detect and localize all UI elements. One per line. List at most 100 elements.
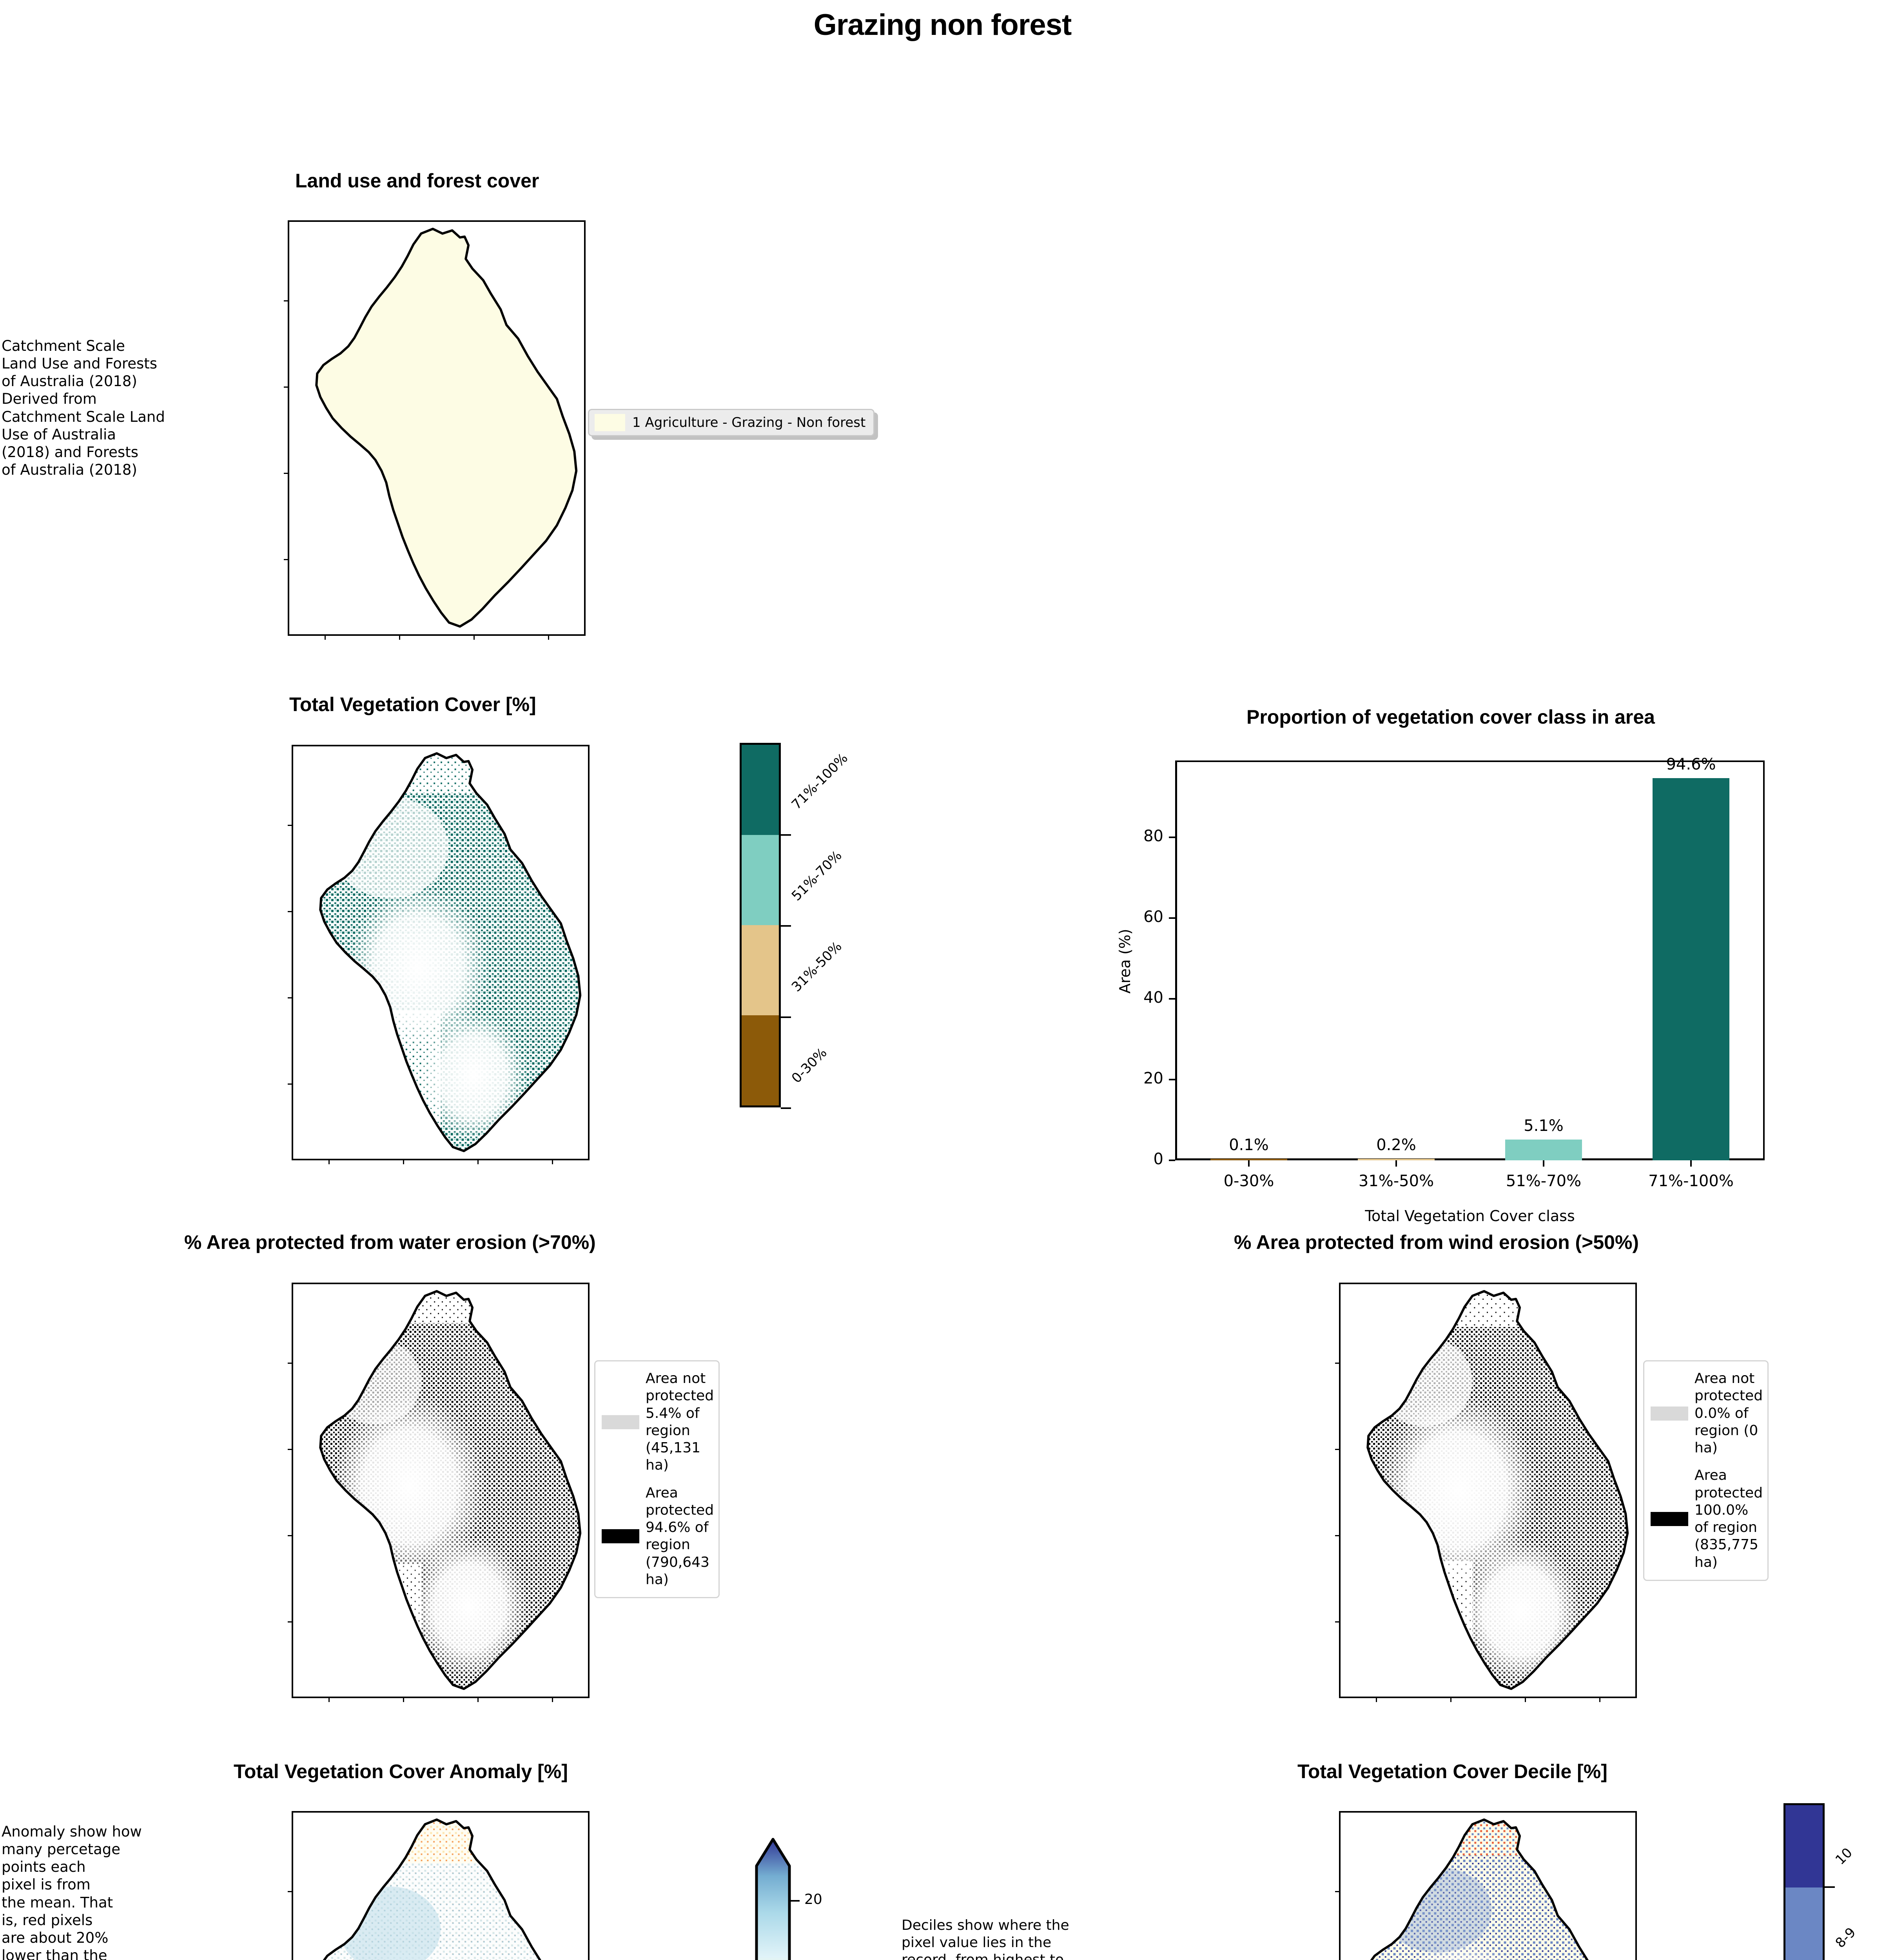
y-axis-tick-label: 60: [1143, 907, 1163, 926]
bar-31%-50%[interactable]: [1358, 1159, 1435, 1160]
page-title: Grazing non forest: [813, 8, 1072, 42]
anomaly-raster: [320, 1818, 581, 1960]
bar-71%-100%[interactable]: [1653, 778, 1729, 1160]
colorbar-tick: [1825, 1886, 1835, 1888]
legend-entry-label: Area protected 94.6% of region (790,643 …: [646, 1485, 714, 1588]
y-axis-tick-label: 40: [1143, 988, 1163, 1007]
legend-swatch: [602, 1529, 639, 1544]
wind-erosion-map[interactable]: [1335, 1283, 1637, 1702]
y-axis-tick: [1169, 1160, 1175, 1161]
colorbar-label-31%-50%: 31%-50%: [788, 938, 845, 995]
axis-tick: [284, 387, 289, 388]
axis-tick: [403, 1159, 404, 1164]
axis-tick: [1335, 1449, 1341, 1450]
y-axis-tick: [1169, 1078, 1175, 1080]
water-erosion-panel-title: % Area protected from water erosion (>70…: [184, 1231, 596, 1253]
legend-entry-label: Area not protected 0.0% of region (0 ha): [1695, 1370, 1763, 1456]
axis-tick: [288, 1083, 293, 1085]
x-axis-tick: [1395, 1160, 1397, 1167]
colorbar-segment-71%-100%: [742, 745, 779, 835]
x-axis-tick-label-71%-100%: 71%-100%: [1648, 1172, 1734, 1190]
colorbar-segment-8-9: [1785, 1887, 1823, 1960]
water-erosion-map[interactable]: [288, 1283, 590, 1702]
axis-tick: [328, 1159, 330, 1164]
legend-entry: Area protected 100.0% of region (835,775…: [1651, 1467, 1763, 1571]
y-axis-tick: [1169, 836, 1175, 838]
axis-tick: [1335, 1621, 1341, 1622]
axis-tick: [288, 1363, 293, 1364]
axis-tick: [284, 559, 289, 560]
wind-erosion-panel-title: % Area protected from wind erosion (>50%…: [1234, 1231, 1639, 1253]
y-axis-tick-label: 80: [1143, 827, 1163, 845]
y-axis-tick-label: 0: [1153, 1150, 1163, 1168]
colorbar-segment-10: [1785, 1805, 1823, 1887]
bar-value-label-31%-50%: 0.2%: [1376, 1136, 1416, 1154]
veg-cover-colorbar[interactable]: [740, 743, 781, 1107]
axis-tick: [284, 300, 289, 301]
axis-tick: [477, 1697, 479, 1702]
colorbar-tick: [781, 834, 791, 836]
legend-swatch: [602, 1415, 639, 1429]
axis-tick: [403, 1697, 404, 1702]
bar-0-30%[interactable]: [1210, 1159, 1287, 1160]
anomaly-map[interactable]: [288, 1811, 590, 1960]
colorbar-label-0-30%: 0-30%: [788, 1045, 830, 1086]
legend-entry: Area not protected 0.0% of region (0 ha): [1651, 1370, 1763, 1457]
x-axis-tick-label-51%-70%: 51%-70%: [1506, 1172, 1582, 1190]
axis-tick: [1376, 1697, 1377, 1702]
bar-value-label-71%-100%: 94.6%: [1666, 755, 1716, 774]
axis-tick: [1525, 1697, 1526, 1702]
x-axis-tick: [1543, 1160, 1544, 1167]
axis-tick: [288, 825, 293, 826]
bar-51%-70%[interactable]: [1505, 1140, 1582, 1160]
axis-tick: [1335, 1891, 1341, 1892]
x-axis-tick: [1248, 1160, 1250, 1167]
colorbar-segment-31%-50%: [742, 925, 779, 1015]
bar-chart-x-axis-title: Total Vegetation Cover class: [1365, 1207, 1575, 1225]
colorbar-segment-51%-70%: [742, 835, 779, 925]
decile-colorbar[interactable]: [1783, 1803, 1825, 1960]
decile-map[interactable]: [1335, 1811, 1637, 1960]
anomaly-colorbar[interactable]: [749, 1811, 878, 1960]
axis-tick: [288, 911, 293, 912]
wind-erosion-legend[interactable]: Area not protected 0.0% of region (0 ha)…: [1643, 1360, 1769, 1581]
colorbar-tick: [781, 1016, 791, 1018]
decile-raster: [1368, 1818, 1628, 1960]
colorbar-label-51%-70%: 51%-70%: [788, 847, 845, 904]
legend-swatch: [1651, 1406, 1688, 1421]
land-use-sidenote: Catchment Scale Land Use and Forests of …: [2, 338, 165, 478]
colorbar-segment-0-30%: [742, 1015, 779, 1105]
bar-value-label-51%-70%: 5.1%: [1524, 1117, 1564, 1135]
colorbar-tick: [781, 925, 791, 927]
land-use-legend[interactable]: 1 Agriculture - Grazing - Non forest: [588, 409, 875, 436]
y-axis-tick: [1169, 998, 1175, 1000]
catchment-outline: [315, 227, 578, 628]
axis-tick: [474, 634, 475, 640]
axis-tick: [1335, 1535, 1341, 1536]
anomaly-colorbar-gradient: [755, 1838, 791, 1960]
axis-tick: [1335, 1363, 1341, 1364]
legend-entry-label: Area not protected 5.4% of region (45,13…: [646, 1370, 714, 1474]
colorbar-label-71%-100%: 71%-100%: [788, 750, 851, 813]
veg-cover-panel-title: Total Vegetation Cover [%]: [289, 693, 536, 715]
land-use-legend-label: 1 Agriculture - Grazing - Non forest: [632, 415, 866, 430]
x-axis-tick: [1690, 1160, 1692, 1167]
y-axis-tick-label: 20: [1143, 1069, 1163, 1087]
water-erosion-legend[interactable]: Area not protected 5.4% of region (45,13…: [594, 1360, 720, 1599]
veg-cover-map[interactable]: [288, 745, 590, 1164]
colorbar-label-10: 10: [1832, 1845, 1856, 1868]
decile-sidenote: Deciles show where the pixel value lies …: [902, 1917, 1069, 1960]
axis-tick: [325, 634, 326, 640]
axis-tick: [1599, 1697, 1600, 1702]
axis-tick: [477, 1159, 479, 1164]
land-use-map[interactable]: [284, 220, 586, 640]
axis-tick: [552, 1159, 553, 1164]
legend-entry-label: Area protected 100.0% of region (835,775…: [1695, 1467, 1763, 1570]
axis-tick: [1450, 1697, 1451, 1702]
axis-tick: [288, 1449, 293, 1450]
decile-panel-title: Total Vegetation Cover Decile [%]: [1297, 1760, 1607, 1782]
wind-erosion-raster: [1366, 1290, 1629, 1690]
water-erosion-raster: [319, 1290, 582, 1690]
legend-swatch: [1651, 1512, 1688, 1526]
axis-tick: [288, 1891, 293, 1892]
